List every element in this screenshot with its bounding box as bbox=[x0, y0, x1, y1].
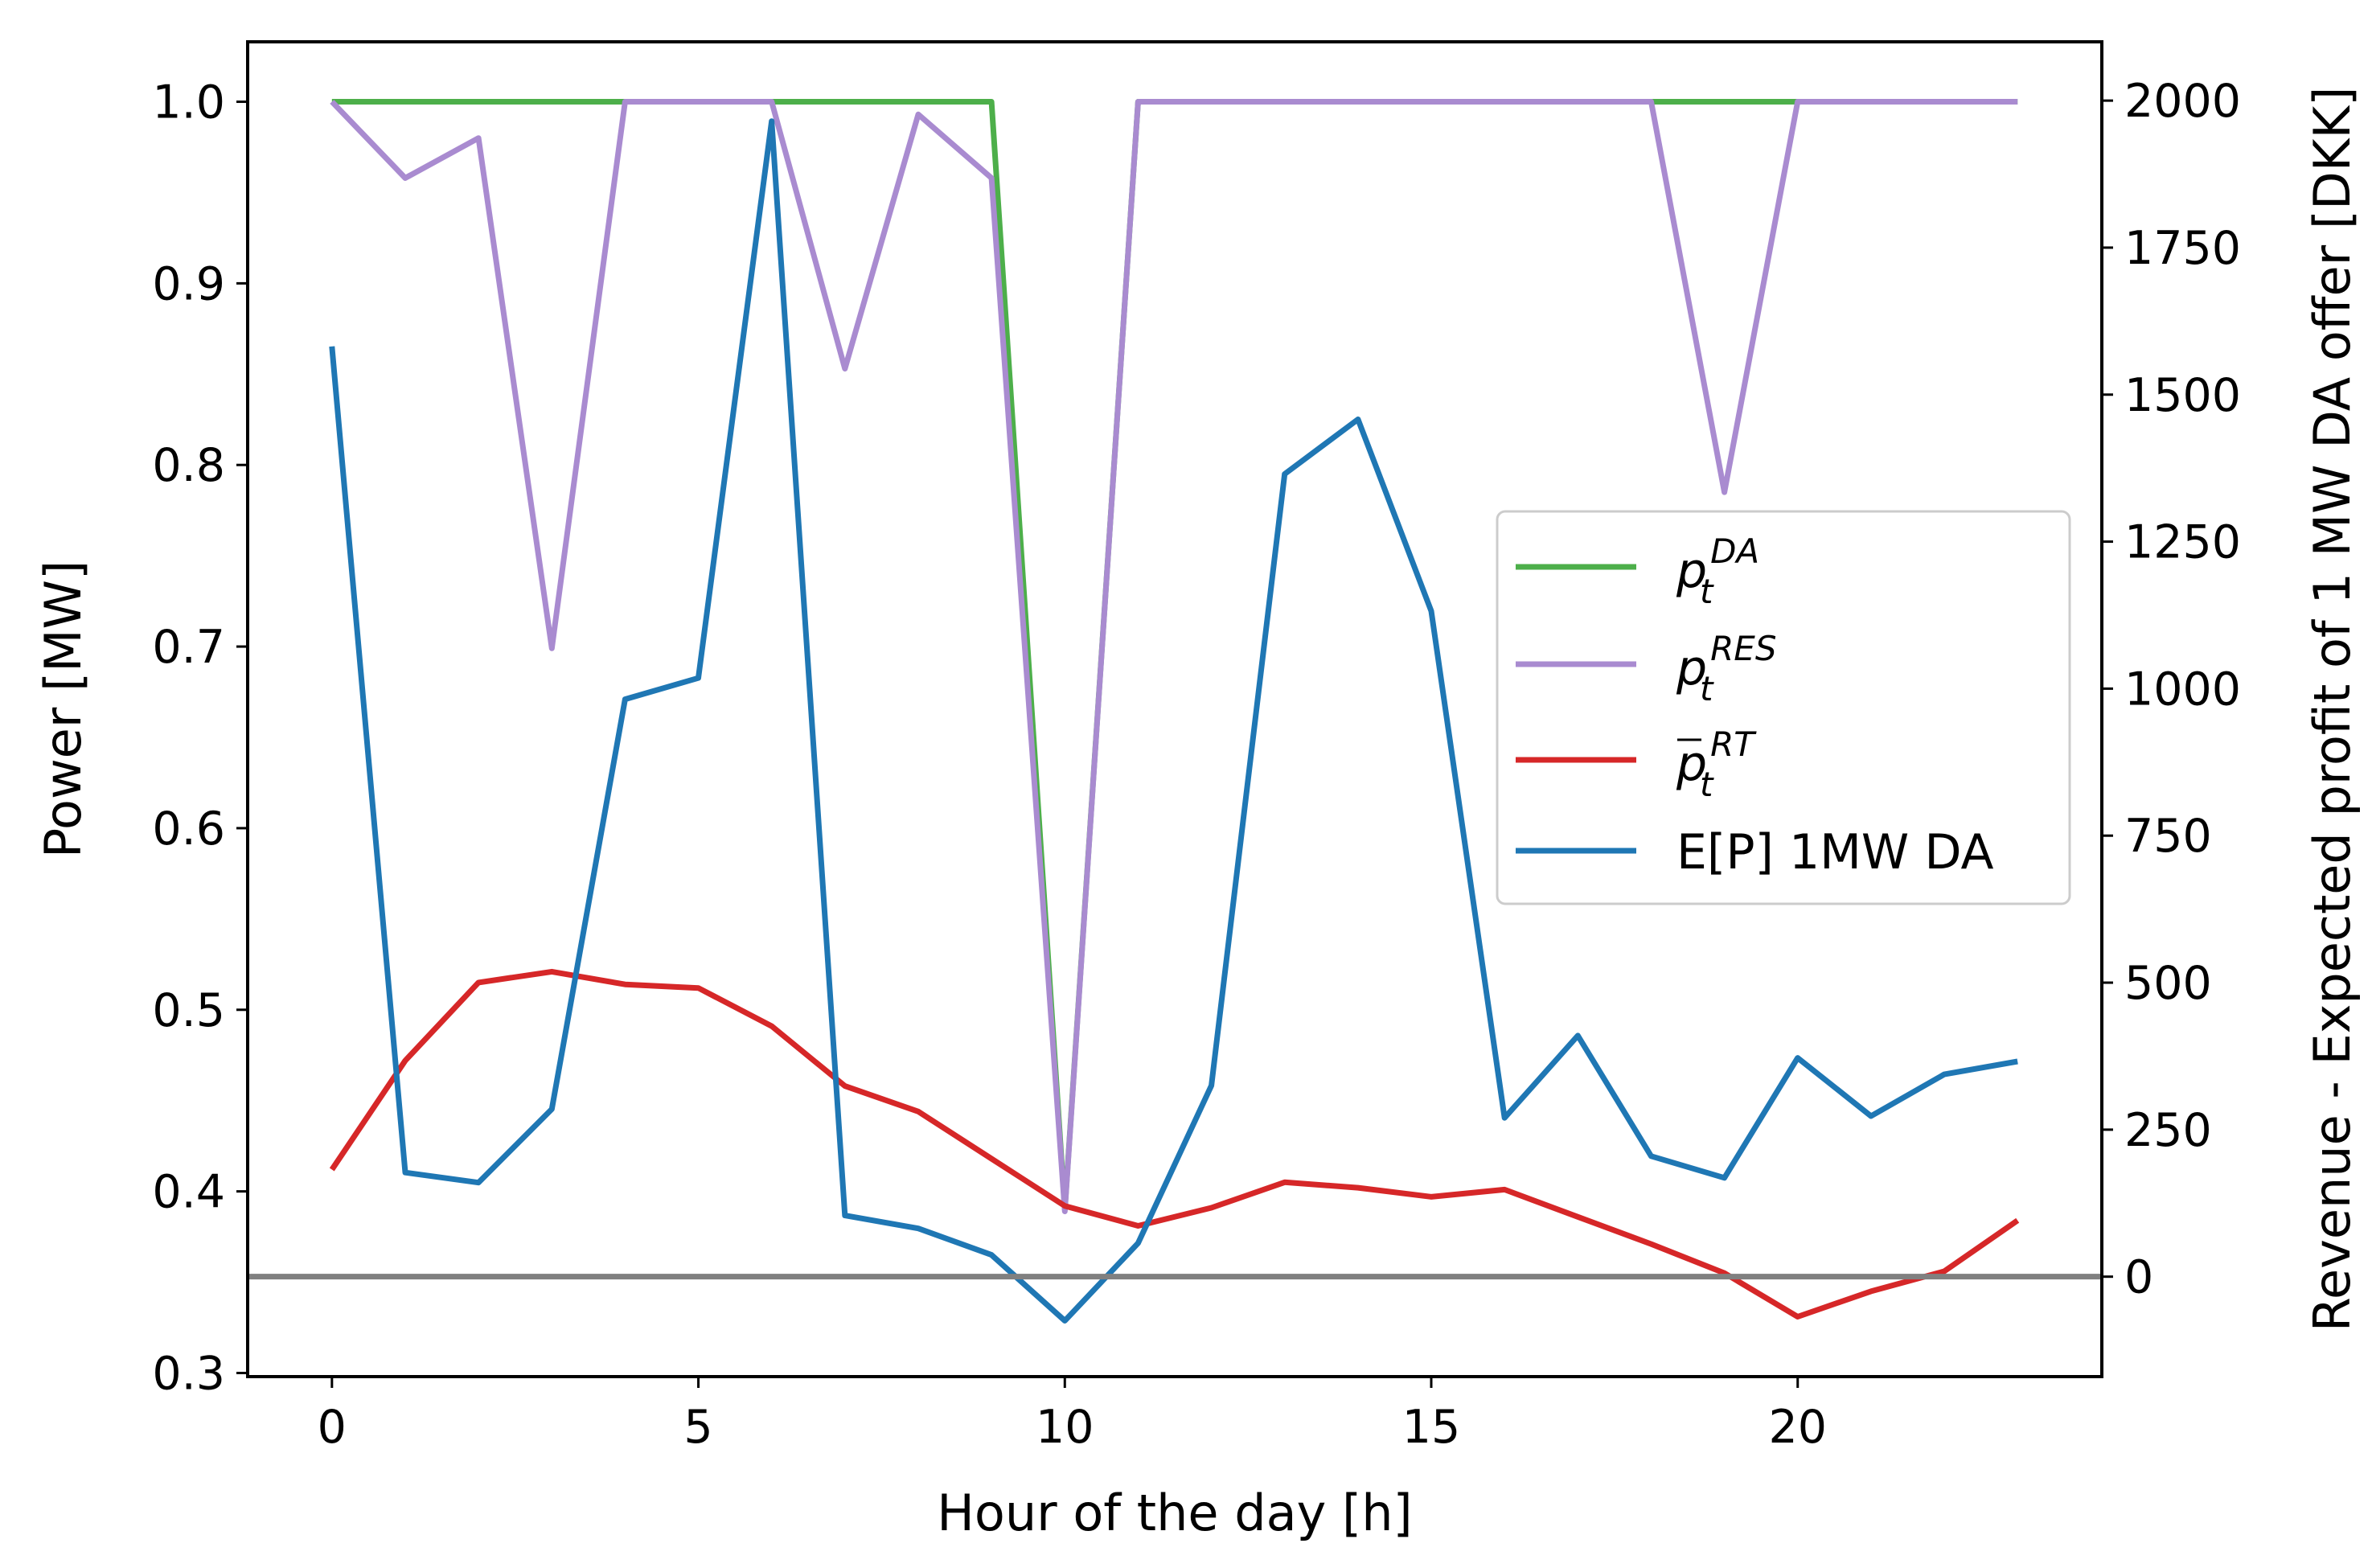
x-tick-label: 10 bbox=[1036, 1401, 1094, 1454]
legend-label-da: pDA bbox=[1676, 532, 1759, 599]
y-tick-label: 0.8 bbox=[152, 439, 225, 492]
x-tick-label: 5 bbox=[683, 1401, 712, 1454]
y-axis-ticks: 0.3 0.4 0.5 0.6 0.7 0.8 0.9 1.0 bbox=[152, 76, 248, 1400]
legend-label-rt-sub: t bbox=[1700, 765, 1714, 804]
series-layer bbox=[329, 99, 2020, 1324]
y-tick-label: 0.9 bbox=[152, 257, 225, 310]
y2-tick-label: 1000 bbox=[2124, 663, 2241, 716]
series-line-p-res bbox=[330, 99, 2018, 1214]
y2-tick-label: 2000 bbox=[2124, 75, 2241, 128]
x-tick-label: 20 bbox=[1768, 1401, 1827, 1454]
legend-label-rt: pRT bbox=[1676, 724, 1757, 792]
y-tick-label: 1.0 bbox=[152, 76, 225, 129]
y2-tick-label: 1500 bbox=[2124, 369, 2241, 422]
y2-axis-label: Revenue - Expected profit of 1 MW DA off… bbox=[2303, 87, 2362, 1332]
x-axis-ticks: 0 5 10 15 20 bbox=[318, 1377, 1827, 1454]
x-axis-label: Hour of the day [h] bbox=[937, 1484, 1412, 1542]
legend-label-res-sub: t bbox=[1700, 669, 1714, 708]
y-tick-label: 0.5 bbox=[152, 984, 225, 1037]
y-tick-label: 0.3 bbox=[152, 1347, 225, 1400]
y2-tick-label: 1250 bbox=[2124, 516, 2241, 569]
y2-axis-ticks: 0 250 500 750 1000 1250 1500 1750 2000 bbox=[2102, 75, 2241, 1304]
y-tick-label: 0.6 bbox=[152, 802, 225, 856]
y-tick-label: 0.7 bbox=[152, 621, 225, 674]
legend-label-da-sub: t bbox=[1700, 572, 1714, 611]
legend-box bbox=[1496, 510, 2071, 905]
y-tick-label: 0.4 bbox=[152, 1166, 225, 1219]
series-line-ep-1mw-da bbox=[329, 118, 2018, 1324]
y2-tick-label: 1750 bbox=[2124, 222, 2241, 275]
y-axis-label: Power [MW] bbox=[34, 560, 92, 858]
y2-tick-label: 750 bbox=[2124, 810, 2212, 863]
legend-label-ep: E[P] 1MW DA bbox=[1676, 824, 1994, 880]
x-tick-label: 0 bbox=[318, 1401, 347, 1454]
legend: pDA t pRES t pRT t E[P] 1MW DA bbox=[1496, 510, 2071, 905]
y2-tick-label: 500 bbox=[2124, 957, 2212, 1010]
x-tick-label: 15 bbox=[1402, 1401, 1461, 1454]
legend-label-res: pRES bbox=[1676, 629, 1776, 696]
y2-tick-label: 0 bbox=[2124, 1251, 2153, 1304]
y2-tick-label: 250 bbox=[2124, 1104, 2212, 1157]
plot-frame bbox=[246, 40, 2103, 1378]
series-line-p-rt bbox=[329, 968, 2020, 1320]
